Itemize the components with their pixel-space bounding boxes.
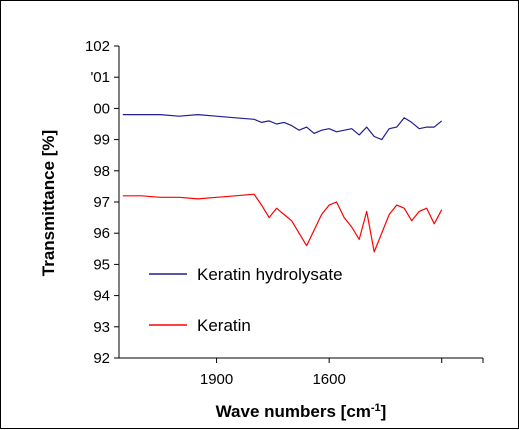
x-axis-title-main: Wave numbers [cm xyxy=(216,402,371,421)
x-axis-title-sup: -1 xyxy=(371,402,381,414)
y-axis-title: Transmittance [%] xyxy=(39,130,58,276)
y-tick-label: 00 xyxy=(93,100,110,117)
series-line-keratin-hydrolysate xyxy=(122,113,443,141)
y-tick-label: 97 xyxy=(93,194,110,211)
y-tick-label: 94 xyxy=(93,288,110,305)
y-tick-label: 96 xyxy=(93,225,110,242)
legend-label-keratin: Keratin xyxy=(197,316,251,335)
y-tick-label: 102 xyxy=(85,38,110,55)
x-tick-label: 1600 xyxy=(312,371,345,388)
x-axis-title-end: ] xyxy=(381,402,387,421)
x-tick-label: 1900 xyxy=(200,371,233,388)
y-tick-label: 93 xyxy=(93,319,110,336)
y-tick-label: 92 xyxy=(93,350,110,367)
x-axis-title: Wave numbers [cm-1] xyxy=(216,402,387,421)
legend: Keratin hydrolysate Keratin xyxy=(149,265,343,335)
legend-label-hydrolysate: Keratin hydrolysate xyxy=(197,265,343,284)
series-line-keratin xyxy=(122,193,443,253)
y-tick-label: '01 xyxy=(90,69,110,86)
y-tick-label: 99 xyxy=(93,132,110,149)
y-tick-label: 95 xyxy=(93,256,110,273)
y-tick-label: 98 xyxy=(93,163,110,180)
